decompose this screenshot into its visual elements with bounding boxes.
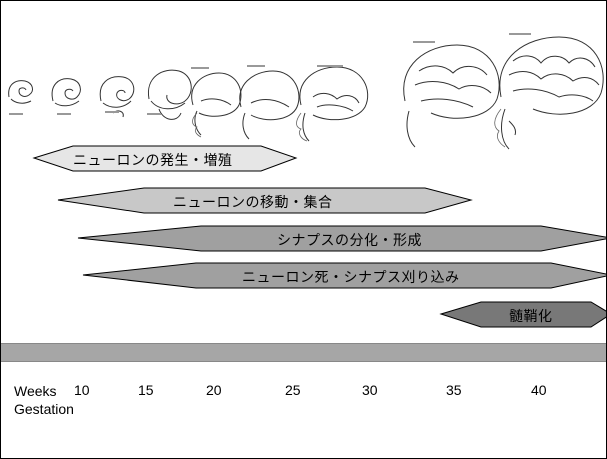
- tick-20: 20: [206, 382, 222, 398]
- brain-stage-8: [403, 44, 500, 148]
- arrow-proliferation: [32, 145, 298, 172]
- arrow-migration: [57, 187, 473, 214]
- brain-stage-1: [8, 80, 33, 104]
- label-differentiation: シナプスの分化・形成: [277, 233, 422, 249]
- axis-title-gestation: Gestation: [14, 401, 74, 417]
- timeline-bar: [1, 343, 606, 362]
- tick-25: 25: [285, 382, 301, 398]
- brain-stage-2: [51, 78, 81, 107]
- label-migration: ニューロンの移動・集合: [173, 195, 333, 211]
- arrow-pruning: [82, 262, 606, 289]
- brain-stage-5: [191, 72, 242, 136]
- tick-35: 35: [446, 382, 462, 398]
- arrow-differentiation: [77, 225, 606, 252]
- tick-30: 30: [362, 382, 378, 398]
- label-proliferation: ニューロンの発生・増殖: [73, 153, 233, 169]
- label-pruning: ニューロン死・シナプス刈り込み: [242, 270, 460, 286]
- brain-stage-4: [147, 69, 192, 120]
- axis-title-weeks: Weeks: [14, 383, 57, 399]
- tick-40: 40: [531, 382, 547, 398]
- brain-development-illustration: [8, 33, 604, 150]
- tick-10: 10: [74, 382, 90, 398]
- axis-title: Weeks Gestation: [14, 382, 74, 418]
- tick-15: 15: [138, 382, 154, 398]
- brain-stage-6: [239, 70, 300, 140]
- arrow-myelination: [439, 301, 606, 328]
- brain-stage-9: [499, 36, 604, 150]
- brain-stage-7: [299, 66, 369, 142]
- phase-arrows: [32, 145, 606, 328]
- label-myelination: 髄鞘化: [509, 309, 553, 325]
